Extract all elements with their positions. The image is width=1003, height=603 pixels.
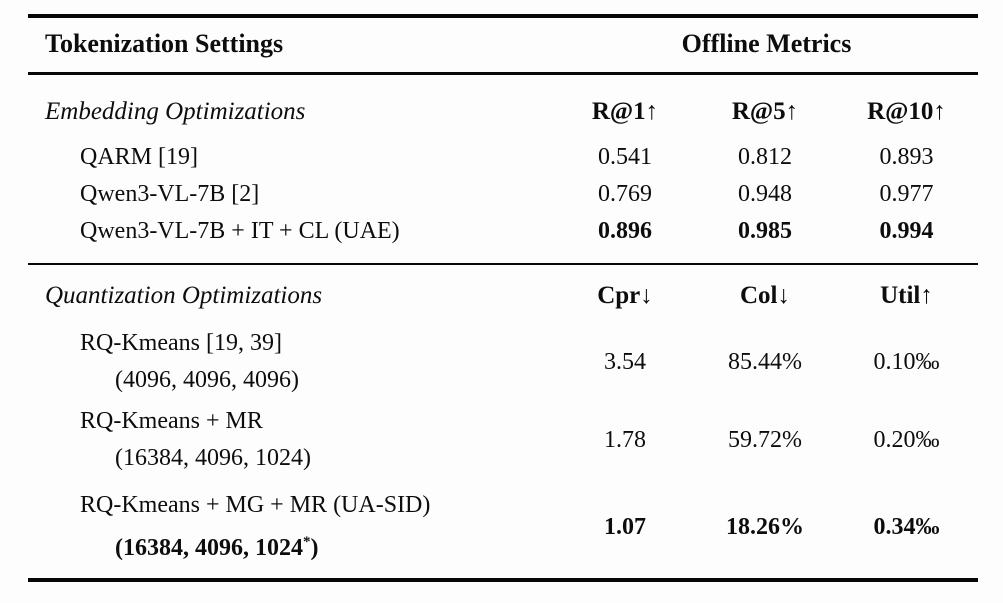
row-label-line2: (16384, 4096, 1024*) — [80, 524, 554, 567]
metric-value: 0.812 — [738, 144, 792, 170]
down-arrow-icon: ↓ — [777, 282, 791, 309]
metric-value: 0.769 — [598, 181, 652, 207]
row-label-line2: (4096, 4096, 4096) — [115, 367, 299, 393]
table-row-rq-kmeans-mg-mr-ua-sid: RQ-Kmeans + MG + MR (UA-SID) (16384, 409… — [28, 479, 978, 580]
row-label: QARM [19] — [80, 144, 198, 170]
row-label-line2: (16384, 4096, 1024) — [115, 445, 311, 471]
metric-value: 3.54 — [604, 348, 646, 375]
metric-value-best: 0.34‰ — [873, 513, 940, 540]
metric-header-label: R@1 — [591, 98, 646, 125]
metric-value: 0.948 — [738, 181, 792, 207]
metric-value: 1.78 — [604, 426, 646, 453]
up-arrow-icon: ↑ — [785, 98, 799, 125]
up-arrow-icon: ↑ — [920, 282, 933, 309]
down-arrow-icon: ↓ — [640, 282, 653, 309]
section-header-row: Embedding Optimizations R@1↑ R@5↑ R@10↑ — [28, 74, 978, 140]
metric-value: 0.977 — [879, 181, 934, 207]
metric-header-label: R@5 — [731, 98, 786, 125]
row-label: Qwen3-VL-7B + IT + CL (UAE) — [80, 218, 400, 244]
paper-table-container: Tokenization Settings Offline Metrics Em… — [28, 14, 978, 582]
header-tokenization-settings: Tokenization Settings — [28, 16, 555, 75]
section-title-embedding-optimizations: Embedding Optimizations — [45, 98, 306, 125]
metric-header-label: Util — [880, 282, 921, 309]
metric-value: 85.44% — [728, 348, 802, 375]
tokenization-results-table: Tokenization Settings Offline Metrics Em… — [28, 14, 978, 582]
metric-header-col: Col↓ — [695, 263, 835, 323]
metric-value-best: 18.26% — [726, 513, 804, 540]
closing-paren-text: ) — [310, 535, 319, 561]
metric-value: 0.20‰ — [873, 426, 940, 453]
metric-header-label: R@10 — [867, 98, 934, 125]
row-label: RQ-Kmeans [19, 39] (4096, 4096, 4096) — [28, 323, 555, 401]
row-label-line1: RQ-Kmeans + MR — [80, 408, 263, 434]
metric-value-best: 0.896 — [598, 218, 652, 244]
metric-value-best: 0.985 — [738, 218, 792, 244]
metric-header-util: Util↑ — [835, 263, 978, 323]
table-row-qwen3-vl-7b: Qwen3-VL-7B [2] 0.769 0.948 0.977 — [28, 176, 978, 213]
metric-value: 0.10‰ — [873, 348, 940, 375]
metric-header-cpr: Cpr↓ — [555, 263, 695, 323]
metric-value: 59.72% — [728, 426, 802, 453]
superscript-asterisk: * — [303, 534, 311, 550]
row-label-line1: RQ-Kmeans [19, 39] — [80, 330, 282, 356]
metric-header-label: Col — [740, 282, 778, 309]
table-row-rq-kmeans-mr: RQ-Kmeans + MR (16384, 4096, 1024) 1.78 … — [28, 401, 978, 479]
table-row-rq-kmeans: RQ-Kmeans [19, 39] (4096, 4096, 4096) 3.… — [28, 323, 978, 401]
row-label: Qwen3-VL-7B [2] — [80, 181, 260, 207]
table-header-row: Tokenization Settings Offline Metrics — [28, 16, 978, 75]
row-label: RQ-Kmeans + MG + MR (UA-SID) (16384, 409… — [28, 479, 555, 580]
header-offline-metrics: Offline Metrics — [555, 16, 978, 75]
section-embedding-optimizations: Embedding Optimizations R@1↑ R@5↑ R@10↑ … — [28, 74, 978, 265]
table-row-qwen3-vl-7b-it-cl-uae: Qwen3-VL-7B + IT + CL (UAE) 0.896 0.985 … — [28, 213, 978, 264]
metric-header-label: Cpr — [597, 282, 641, 309]
metric-header-r-at-10: R@10↑ — [835, 74, 978, 140]
metric-header-r-at-1: R@1↑ — [555, 74, 695, 140]
metric-value-best: 0.994 — [879, 218, 934, 244]
section-quantization-optimizations: Quantization Optimizations Cpr↓ Col↓ Uti… — [28, 263, 978, 580]
metric-value: 0.541 — [598, 144, 652, 170]
metric-value-best: 1.07 — [604, 513, 646, 540]
row-label: RQ-Kmeans + MR (16384, 4096, 1024) — [28, 401, 555, 479]
section-header-row: Quantization Optimizations Cpr↓ Col↓ Uti… — [28, 263, 978, 323]
up-arrow-icon: ↑ — [645, 98, 659, 125]
table-row-qarm: QARM [19] 0.541 0.812 0.893 — [28, 139, 978, 176]
metric-value: 0.893 — [879, 144, 934, 170]
section-title-quantization-optimizations: Quantization Optimizations — [28, 263, 555, 323]
metric-header-r-at-5: R@5↑ — [695, 74, 835, 140]
up-arrow-icon: ↑ — [933, 98, 946, 125]
row-label-line1: RQ-Kmeans + MG + MR (UA-SID) — [80, 492, 431, 518]
codebook-sizes-text: (16384, 4096, 1024 — [115, 535, 303, 561]
